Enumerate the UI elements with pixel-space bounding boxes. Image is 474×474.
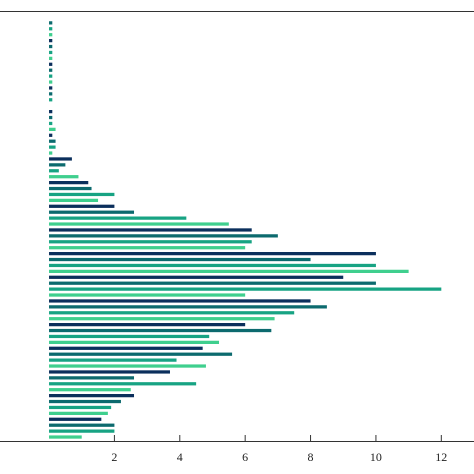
bar xyxy=(49,210,135,214)
bar xyxy=(49,80,53,84)
bar xyxy=(49,263,376,268)
bar xyxy=(49,175,79,179)
bar xyxy=(49,181,89,185)
bar xyxy=(49,44,53,49)
bar xyxy=(49,86,53,90)
bar xyxy=(49,328,272,333)
bar xyxy=(49,394,135,398)
bar xyxy=(49,27,53,31)
bar xyxy=(49,39,53,43)
bar xyxy=(49,127,56,131)
bar xyxy=(49,417,102,421)
bar xyxy=(49,411,108,415)
bar xyxy=(49,405,112,410)
x-tick-label: 6 xyxy=(242,450,248,464)
bar xyxy=(49,334,210,339)
bar xyxy=(49,287,442,291)
bar xyxy=(49,121,53,126)
bar xyxy=(49,382,197,386)
bar xyxy=(49,169,59,173)
bar xyxy=(49,340,220,344)
bar xyxy=(49,399,121,404)
bar xyxy=(49,198,99,202)
bar xyxy=(49,204,115,208)
bar xyxy=(49,275,344,279)
bar xyxy=(49,257,311,262)
x-tick-label: 10 xyxy=(370,450,382,464)
bar xyxy=(49,423,115,427)
bar xyxy=(49,98,53,102)
x-ticks-group: 2 4 6 8 10 12 xyxy=(111,435,447,464)
bar xyxy=(49,388,131,392)
bar xyxy=(49,68,53,72)
bar xyxy=(49,92,53,96)
bar xyxy=(49,323,246,327)
bar xyxy=(49,133,53,137)
bar xyxy=(49,151,53,155)
bar xyxy=(49,346,203,350)
bar xyxy=(49,240,252,244)
bar xyxy=(49,62,53,66)
bar xyxy=(49,21,53,25)
bar xyxy=(49,74,53,78)
bar xyxy=(49,311,295,315)
bar xyxy=(49,56,53,60)
bar xyxy=(49,222,229,226)
bar xyxy=(49,157,72,161)
bars-group xyxy=(49,21,442,439)
bar xyxy=(49,317,275,321)
bar xyxy=(49,358,177,362)
bar xyxy=(49,33,53,37)
bar xyxy=(49,305,327,309)
bar xyxy=(49,192,115,197)
x-tick-label: 8 xyxy=(308,450,314,464)
bar xyxy=(49,269,409,273)
bar xyxy=(49,429,115,433)
bar xyxy=(49,228,252,232)
bar xyxy=(49,115,53,120)
bar xyxy=(49,293,246,297)
bar xyxy=(49,163,66,167)
bar xyxy=(49,216,187,220)
bar xyxy=(49,435,82,439)
bar xyxy=(49,299,311,303)
bar xyxy=(49,376,135,380)
bar xyxy=(49,186,92,191)
x-tick-label: 4 xyxy=(177,450,183,464)
bar xyxy=(49,139,56,143)
plot-frame xyxy=(0,11,474,442)
bar xyxy=(49,370,170,374)
bar xyxy=(49,145,56,149)
bar xyxy=(49,246,246,250)
bar xyxy=(49,50,53,55)
bar xyxy=(49,352,233,356)
bar xyxy=(49,110,53,114)
bar xyxy=(49,364,206,368)
bar xyxy=(49,252,376,256)
x-tick-label: 2 xyxy=(111,450,117,464)
x-tick-label: 12 xyxy=(435,450,447,464)
bar xyxy=(49,234,278,238)
bar xyxy=(49,281,376,285)
